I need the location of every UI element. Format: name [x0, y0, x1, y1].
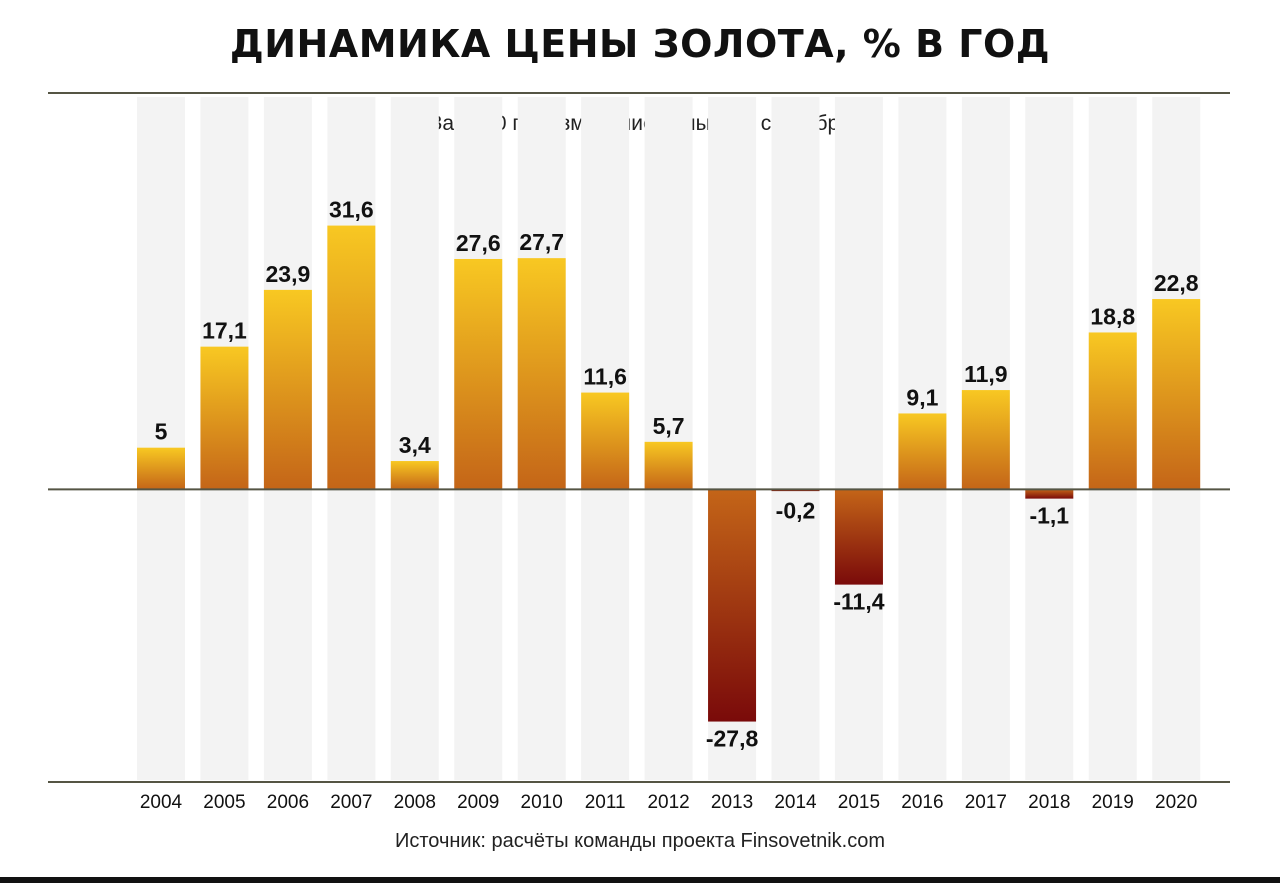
bar-series	[137, 225, 1201, 722]
column-band	[834, 97, 883, 780]
x-tick-2007: 2007	[330, 792, 372, 813]
x-tick-labels: 2004 2005 2006 2007 2008 2009 2010 2011 2012 2013…	[140, 792, 1197, 813]
bar-2013	[708, 489, 757, 722]
value-labels: 5 17,1 23,9 31,6 3,4 27,6 27,7 11,6 5,7 -27,8 -0,2…	[155, 197, 1199, 752]
bar-2017	[961, 390, 1010, 490]
column-band	[771, 97, 820, 780]
x-tick-2020: 2020	[1155, 792, 1197, 813]
x-tick-2005: 2005	[203, 792, 245, 813]
value-label-2011: 11,6	[583, 364, 627, 390]
bar-2020	[1152, 299, 1201, 490]
value-label-2015: -11,4	[833, 589, 884, 615]
value-label-2008: 3,4	[399, 432, 431, 458]
x-tick-2015: 2015	[838, 792, 880, 813]
bar-2010	[517, 258, 566, 490]
bar-2007	[327, 225, 376, 490]
bar-2006	[263, 289, 312, 490]
column-band	[137, 97, 185, 780]
value-label-2020: 22,8	[1154, 270, 1199, 296]
x-tick-2008: 2008	[394, 792, 436, 813]
bar-2009	[454, 258, 503, 490]
x-tick-2017: 2017	[965, 792, 1007, 813]
bar-2004	[137, 447, 185, 490]
chart-title: ДИНАМИКА ЦЕНЫ ЗОЛОТА, % В ГОД	[229, 22, 1051, 66]
x-tick-2004: 2004	[140, 792, 183, 813]
value-label-2012: 5,7	[653, 413, 685, 439]
value-label-2016: 9,1	[906, 384, 938, 410]
value-label-2019: 18,8	[1090, 303, 1135, 329]
value-label-2007: 31,6	[329, 197, 374, 223]
x-tick-2011: 2011	[585, 792, 626, 813]
value-label-2013: -27,8	[706, 726, 759, 752]
x-tick-2013: 2013	[711, 792, 753, 813]
value-label-2014: -0,2	[776, 497, 816, 523]
x-tick-2019: 2019	[1092, 792, 1134, 813]
bar-2008	[390, 461, 439, 490]
column-band	[1025, 97, 1074, 780]
value-label-2004: 5	[155, 419, 168, 445]
x-tick-2014: 2014	[774, 792, 817, 813]
bar-2012	[644, 441, 693, 490]
x-tick-2012: 2012	[647, 792, 689, 813]
source-note: Источник: расчёты команды проекта Finsov…	[394, 830, 886, 852]
bar-2015	[834, 489, 883, 585]
value-label-2005: 17,1	[202, 318, 247, 344]
bar-2018	[1025, 489, 1074, 499]
value-label-2010: 27,7	[519, 229, 564, 255]
bottom-bar	[0, 877, 1280, 883]
column-band	[390, 97, 439, 780]
bar-2005	[200, 346, 249, 490]
bar-2019	[1088, 332, 1137, 490]
value-label-2009: 27,6	[456, 230, 501, 256]
x-tick-2010: 2010	[521, 792, 563, 813]
x-tick-2016: 2016	[901, 792, 943, 813]
value-label-2017: 11,9	[964, 361, 1008, 387]
x-tick-2006: 2006	[267, 792, 309, 813]
bar-2016	[898, 413, 947, 490]
value-label-2018: -1,1	[1029, 503, 1069, 529]
value-label-2006: 23,9	[266, 261, 311, 287]
x-tick-2018: 2018	[1028, 792, 1070, 813]
bar-2011	[581, 392, 630, 490]
column-band	[644, 97, 693, 780]
x-tick-2009: 2009	[457, 792, 499, 813]
